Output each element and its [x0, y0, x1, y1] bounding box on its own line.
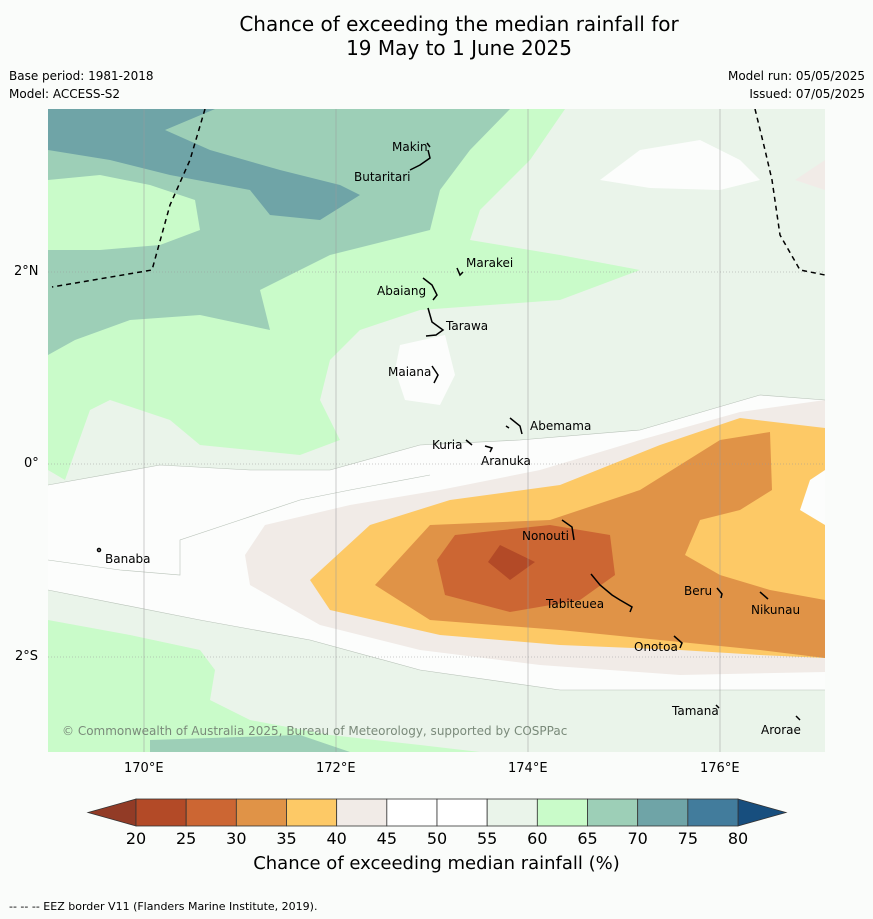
colorbar-label: 45 — [377, 829, 397, 848]
band-25-30 — [437, 525, 615, 612]
colorbar-label: 60 — [527, 829, 547, 848]
colorbar-label: 25 — [176, 829, 196, 848]
island-butaritari-shape — [409, 149, 431, 171]
band-70-75-north — [48, 109, 360, 220]
island-arorae-shape — [795, 715, 801, 721]
colorbar-over-arrow — [737, 798, 788, 827]
colorbar-label: 55 — [477, 829, 497, 848]
colorbar-cell — [536, 798, 588, 827]
colorbar-label: 70 — [627, 829, 647, 848]
lat-tick-0: 0° — [24, 456, 39, 471]
colorbar-label: 80 — [728, 829, 748, 848]
label-aranuka: Aranuka — [481, 454, 531, 468]
label-makin: Makin — [392, 140, 428, 154]
model-name: Model: ACCESS-S2 — [9, 87, 121, 101]
colorbar-cell — [235, 798, 287, 827]
island-makin-shape — [426, 142, 431, 148]
colorbar-cell — [185, 798, 237, 827]
island-banaba-shape — [96, 547, 102, 553]
pocket-white-east — [800, 470, 825, 525]
label-arorae: Arorae — [761, 723, 801, 737]
colorbar-label: 20 — [126, 829, 146, 848]
pocket-white-maiana — [395, 335, 455, 405]
model-run: Model run: 05/05/2025 — [727, 69, 865, 83]
eez-border — [51, 109, 825, 288]
meta-left: Base period: 1981-2018 Model: ACCESS-S2 — [9, 67, 154, 103]
lat-tick-2n: 2°N — [14, 264, 39, 279]
label-tabiteuea: Tabiteuea — [545, 597, 604, 611]
island-marakei-shape — [456, 267, 464, 277]
lon-tick-176: 176°E — [700, 761, 740, 776]
colorbar-cell — [135, 798, 187, 827]
eez-footnote: -- -- -- EEZ border V11 (Flanders Marine… — [9, 900, 318, 913]
lat-tick-2s: 2°S — [15, 649, 39, 664]
island-abaiang-shape — [422, 277, 438, 301]
lon-tick-170: 170°E — [124, 761, 164, 776]
colorbar-label: 40 — [326, 829, 346, 848]
map-credit: © Commonwealth of Australia 2025, Bureau… — [62, 724, 568, 738]
band-20-25 — [488, 545, 535, 580]
label-tarawa: Tarawa — [445, 319, 488, 333]
lon-tick-174: 174°E — [508, 761, 548, 776]
label-nonouti: Nonouti — [522, 529, 569, 543]
island-onotoa-shape — [673, 635, 683, 649]
colorbar-cell — [486, 798, 538, 827]
colorbar-cell — [687, 798, 739, 827]
band-65-70-south — [150, 735, 350, 752]
title-line-1: Chance of exceeding the median rainfall … — [239, 12, 679, 36]
island-nonouti-shape — [561, 519, 575, 541]
graticule — [48, 109, 825, 752]
label-butaritari: Butaritari — [354, 170, 411, 184]
label-abaiang: Abaiang — [377, 284, 426, 298]
colorbar-label: 75 — [678, 829, 698, 848]
colorbar-label: 50 — [427, 829, 447, 848]
label-abemama: Abemama — [530, 419, 591, 433]
island-beru-shape — [716, 587, 723, 599]
base-period: Base period: 1981-2018 — [9, 69, 154, 83]
colorbar-cell — [637, 798, 689, 827]
contour-fills — [48, 109, 825, 752]
band-55-60-south — [48, 590, 825, 752]
colorbar-label: 65 — [577, 829, 597, 848]
colorbar-cell — [587, 798, 639, 827]
map-title: Chance of exceeding the median rainfall … — [0, 12, 873, 60]
colorbar-cell — [436, 798, 488, 827]
colorbar-cell — [336, 798, 388, 827]
island-nikunau-shape — [759, 591, 769, 600]
label-nikunau: Nikunau — [751, 603, 800, 617]
island-tabiteuea-shape — [590, 573, 633, 613]
meta-right: Model run: 05/05/2025 Issued: 07/05/2025 — [728, 67, 865, 103]
island-abemama-shape — [505, 417, 523, 435]
label-kuria: Kuria — [432, 438, 463, 452]
band-60-65-south — [48, 620, 480, 752]
title-line-2: 19 May to 1 June 2025 — [346, 36, 572, 60]
label-onotoa: Onotoa — [634, 640, 678, 654]
colorbar-label: 30 — [226, 829, 246, 848]
label-marakei: Marakei — [466, 256, 513, 270]
label-beru: Beru — [684, 584, 712, 598]
label-banaba: Banaba — [105, 552, 151, 566]
colorbar-cell — [386, 798, 438, 827]
lon-tick-172: 172°E — [316, 761, 356, 776]
island-labels: Makin Butaritari Marakei Abaiang Tarawa … — [105, 140, 801, 737]
label-tamana: Tamana — [671, 704, 719, 718]
issued-date: Issued: 07/05/2025 — [749, 87, 865, 101]
island-maiana-shape — [431, 365, 439, 384]
colorbar: 20 25 30 35 40 45 50 55 60 65 70 75 80 — [86, 798, 788, 848]
label-maiana: Maiana — [388, 365, 431, 379]
colorbar-title: Chance of exceeding median rainfall (%) — [253, 853, 620, 874]
island-tamana-shape — [715, 704, 720, 709]
colorbar-under-arrow — [86, 798, 137, 827]
colorbar-cell — [286, 798, 338, 827]
island-shapes — [96, 142, 801, 721]
pocket-beige-ne — [795, 160, 825, 190]
island-tarawa-shape — [425, 307, 445, 337]
island-aranuka-shape — [484, 445, 494, 453]
colorbar-label: 35 — [276, 829, 296, 848]
island-kuria-shape — [465, 439, 473, 446]
